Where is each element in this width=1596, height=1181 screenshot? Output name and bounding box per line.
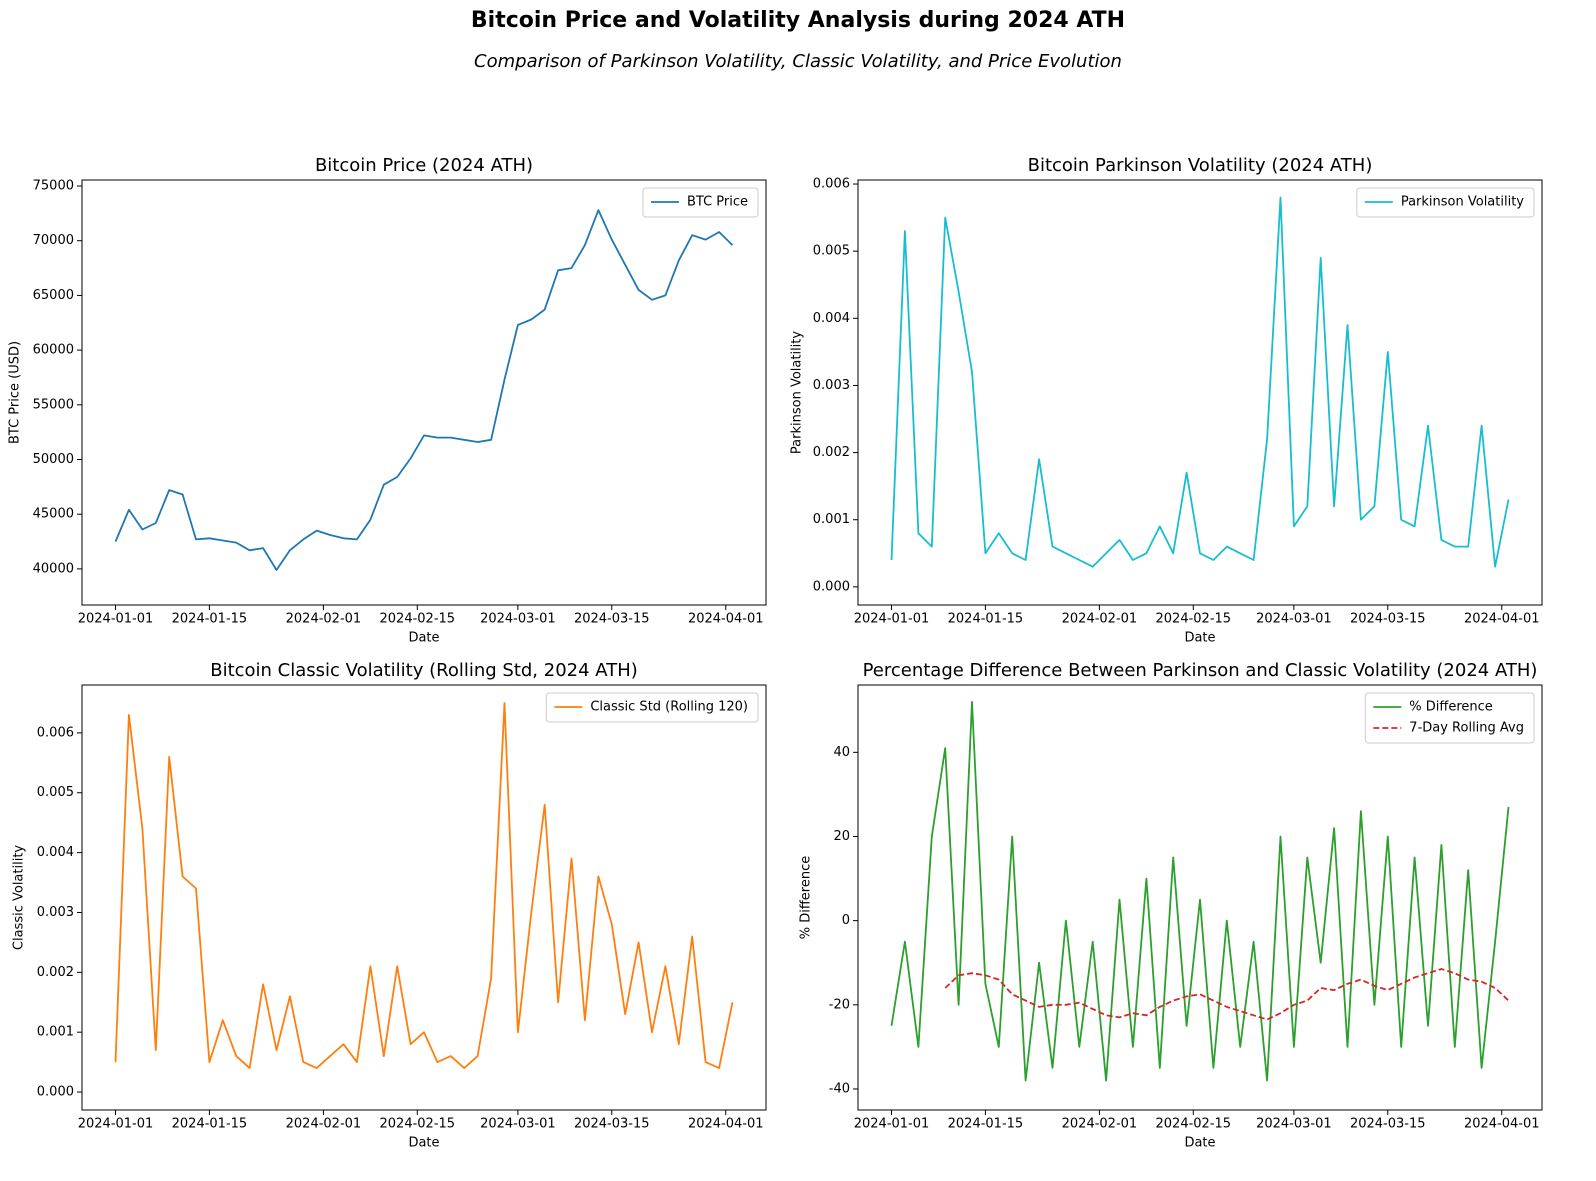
x-tick-label: 2024-04-01	[1464, 1117, 1540, 1132]
x-tick-label: 2024-02-15	[1156, 612, 1232, 627]
x-tick-label: 2024-03-01	[1256, 612, 1332, 627]
y-tick-label: 0.005	[813, 244, 850, 259]
axes-title: Bitcoin Price (2024 ATH)	[315, 155, 533, 176]
x-axis-label: Date	[408, 1136, 439, 1151]
legend-label: Parkinson Volatility	[1401, 195, 1524, 210]
y-axis-label: Classic Volatility	[12, 845, 27, 951]
x-tick-label: 2024-03-01	[1256, 1117, 1332, 1132]
x-tick-label: 2024-01-15	[948, 612, 1024, 627]
x-tick-label: 2024-02-01	[1062, 612, 1138, 627]
x-tick-label: 2024-01-15	[172, 1117, 248, 1132]
x-tick-label: 2024-03-01	[480, 1117, 556, 1132]
legend-box	[545, 692, 759, 723]
legend: % Difference 7-Day Rolling Avg	[1364, 692, 1535, 744]
x-tick-label: 2024-04-01	[688, 1117, 764, 1132]
x-tick-label: 2024-01-15	[948, 1117, 1024, 1132]
y-tick-label: 0.003	[37, 905, 74, 920]
legend-label: % Difference	[1409, 700, 1493, 715]
x-axis-label: Date	[1184, 631, 1215, 646]
x-tick-label: 2024-02-01	[286, 1117, 362, 1132]
data-line	[890, 700, 1510, 1082]
y-tick-label: -20	[829, 997, 850, 1012]
data-line	[114, 209, 734, 571]
legend: BTC Price	[642, 187, 759, 218]
y-tick-label: 40	[833, 745, 850, 760]
x-tick-label: 2024-01-01	[854, 612, 930, 627]
legend-box	[1364, 692, 1535, 744]
x-axis-label: Date	[1184, 1136, 1215, 1151]
x-tick-label: 2024-02-01	[286, 612, 362, 627]
y-tick-label: 0.006	[813, 177, 850, 192]
y-tick-label: 0.002	[37, 965, 74, 980]
data-line	[890, 196, 1510, 568]
legend-label: Classic Std (Rolling 120)	[590, 700, 748, 715]
x-tick-label: 2024-04-01	[1464, 612, 1540, 627]
legend-label: BTC Price	[687, 195, 748, 210]
y-axis-label: Parkinson Volatility	[790, 331, 805, 454]
y-tick-label: 0.000	[37, 1085, 74, 1100]
y-tick-label: 0.003	[813, 378, 850, 393]
y-tick-label: 0.004	[813, 311, 850, 326]
x-tick-label: 2024-02-15	[1156, 1117, 1232, 1132]
figure-subtitle: Comparison of Parkinson Volatility, Clas…	[474, 51, 1122, 72]
y-tick-label: 0.005	[37, 785, 74, 800]
y-tick-label: -40	[829, 1081, 850, 1096]
y-tick-label: 40000	[33, 561, 74, 576]
x-tick-label: 2024-01-01	[854, 1117, 930, 1132]
y-tick-label: 0.002	[813, 445, 850, 460]
legend: Classic Std (Rolling 120)	[545, 692, 759, 723]
data-line	[944, 968, 1510, 1021]
y-axis-label: BTC Price (USD)	[8, 341, 23, 444]
y-tick-label: 55000	[33, 397, 74, 412]
axes-frame	[81, 179, 767, 606]
x-tick-label: 2024-03-15	[574, 612, 650, 627]
y-tick-label: 50000	[33, 452, 74, 467]
y-tick-label: 65000	[33, 288, 74, 303]
x-tick-label: 2024-04-01	[688, 612, 764, 627]
axes-frame	[857, 179, 1543, 606]
legend: Parkinson Volatility	[1356, 187, 1535, 218]
legend-box	[642, 187, 759, 218]
axes-title: Bitcoin Classic Volatility (Rolling Std,…	[210, 660, 638, 681]
y-tick-label: 0.006	[37, 725, 74, 740]
y-tick-label: 0.004	[37, 845, 74, 860]
x-axis-label: Date	[408, 631, 439, 646]
x-tick-label: 2024-02-15	[380, 1117, 456, 1132]
y-tick-label: 0.001	[37, 1025, 74, 1040]
y-tick-label: 60000	[33, 343, 74, 358]
axes-frame	[857, 684, 1543, 1111]
y-tick-label: 20	[833, 829, 850, 844]
y-tick-label: 0.000	[813, 579, 850, 594]
x-tick-label: 2024-03-15	[1350, 1117, 1426, 1132]
legend-label: 7-Day Rolling Avg	[1409, 721, 1524, 736]
x-tick-label: 2024-03-01	[480, 612, 556, 627]
x-tick-label: 2024-02-01	[1062, 1117, 1138, 1132]
y-tick-label: 0	[842, 913, 850, 928]
figure-title: Bitcoin Price and Volatility Analysis du…	[471, 8, 1125, 33]
axes-frame	[81, 684, 767, 1111]
legend-box	[1356, 187, 1535, 218]
x-tick-label: 2024-01-15	[172, 612, 248, 627]
y-tick-label: 70000	[33, 233, 74, 248]
x-tick-label: 2024-03-15	[574, 1117, 650, 1132]
x-tick-label: 2024-01-01	[78, 1117, 154, 1132]
y-tick-label: 0.001	[813, 512, 850, 527]
axes-title: Bitcoin Parkinson Volatility (2024 ATH)	[1028, 155, 1373, 176]
data-line	[114, 702, 734, 1069]
x-tick-label: 2024-03-15	[1350, 612, 1426, 627]
x-tick-label: 2024-01-01	[78, 612, 154, 627]
y-tick-label: 75000	[33, 179, 74, 194]
y-axis-label: % Difference	[799, 856, 814, 940]
x-tick-label: 2024-02-15	[380, 612, 456, 627]
y-tick-label: 45000	[33, 507, 74, 522]
axes-title: Percentage Difference Between Parkinson …	[863, 660, 1538, 681]
